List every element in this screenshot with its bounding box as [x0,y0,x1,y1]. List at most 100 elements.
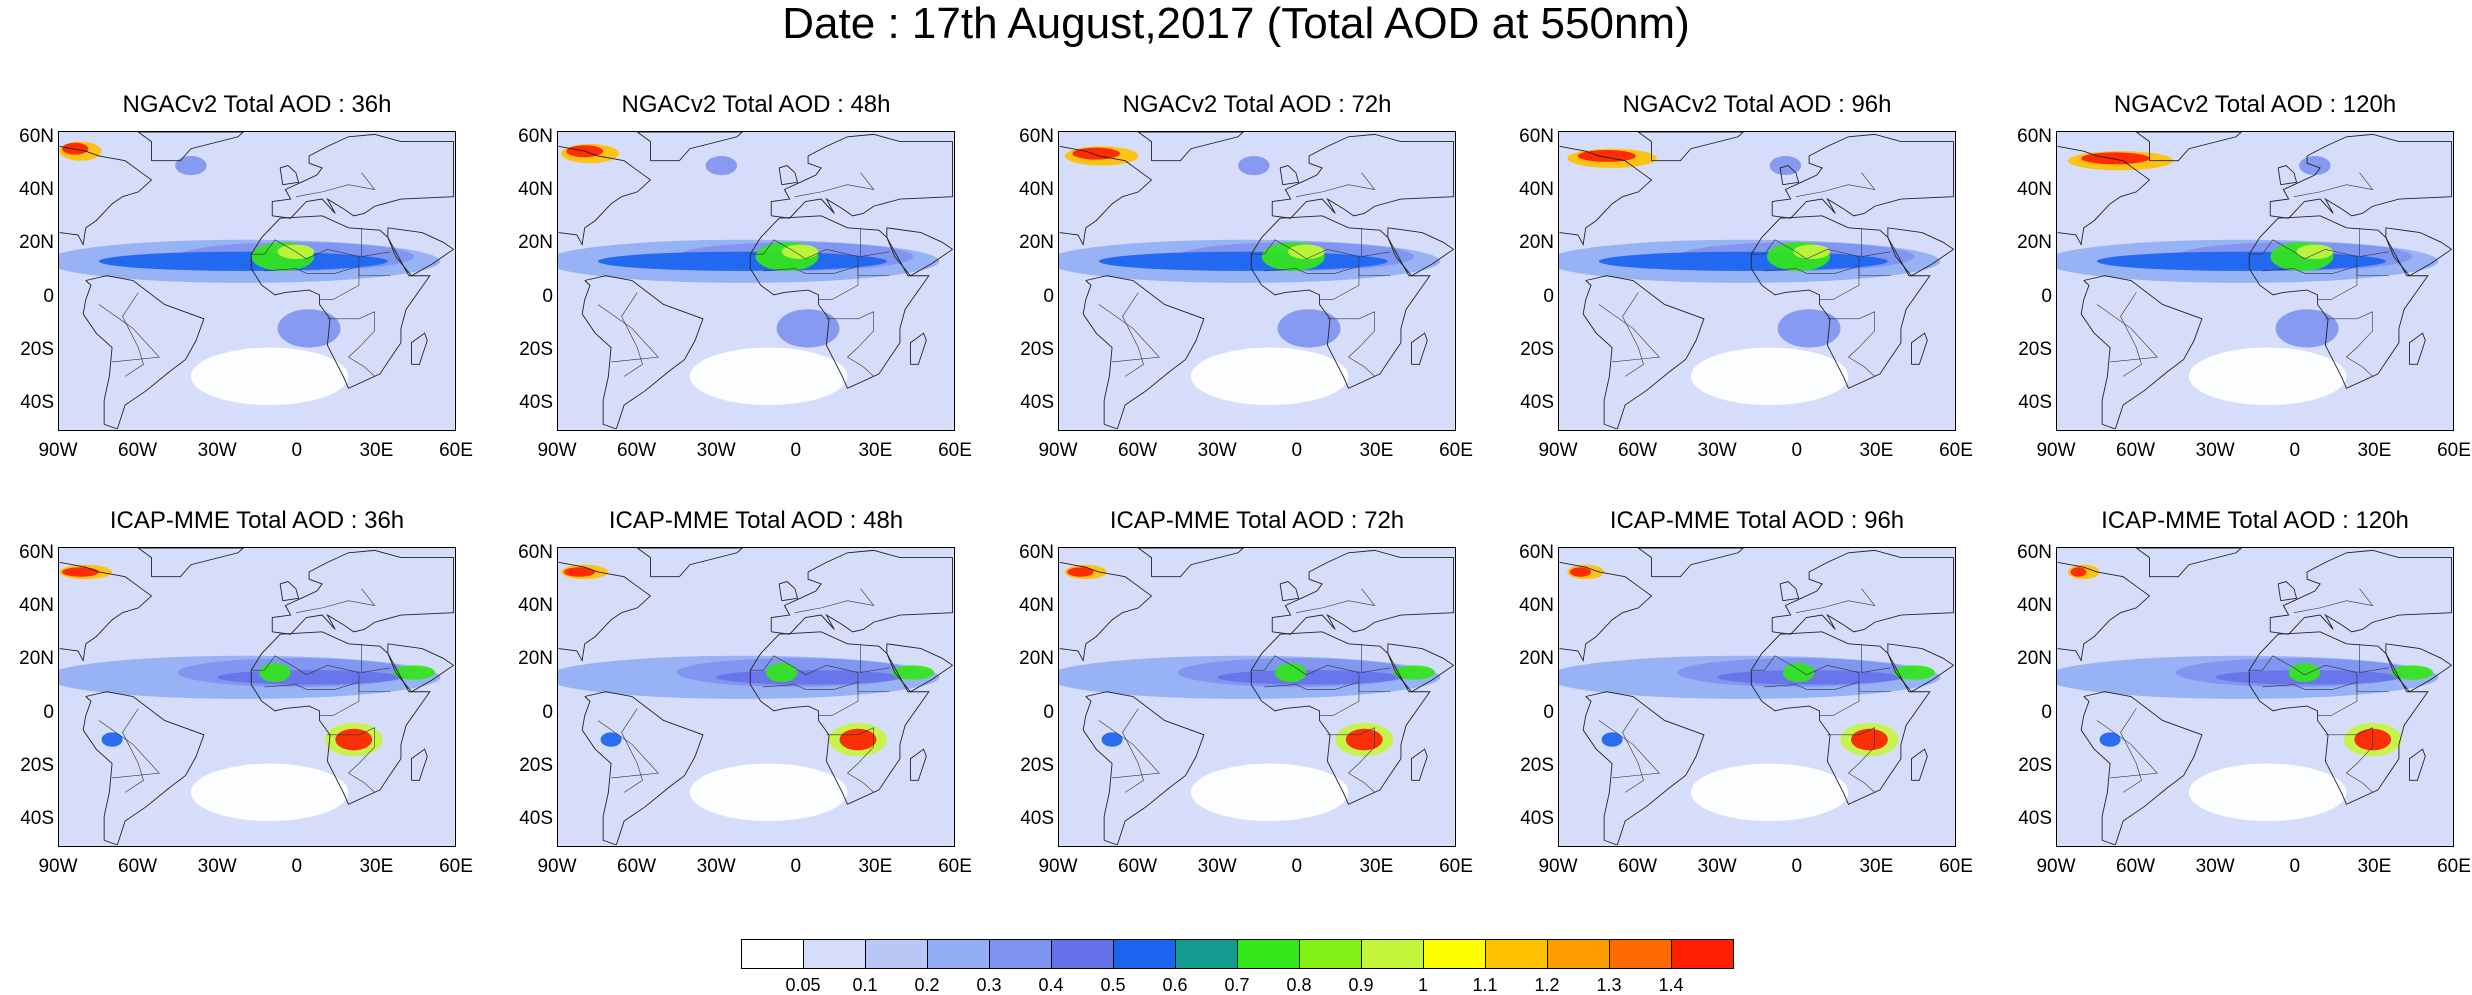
lat-tick-label: 20N [1019,648,1054,670]
lon-tick-label: 0 [2289,856,2301,877]
lon-tick-label: 60E [2437,856,2471,877]
lon-tick-label: 30E [359,440,394,461]
lon-tick-label: 0 [790,440,802,461]
lat-tick-label: 60N [2017,126,2052,147]
lat-tick-label: 0 [1543,285,1554,307]
lon-tick-label: 0 [291,856,303,877]
aod-map-ngacv2-120h [2056,131,2454,431]
panel-title: ICAP-MME Total AOD : 120h [2101,507,2409,534]
lon-tick-label: 30E [359,856,394,877]
lon-tick-label: 30E [858,856,893,877]
panel-title: NGACv2 Total AOD : 120h [2113,91,2397,118]
panel-title: NGACv2 Total AOD : 96h [1622,91,1892,118]
lat-tick-label: 20S [1020,338,1054,360]
colorbar-swatch [803,939,866,969]
lat-tick-label: 40S [20,808,54,829]
lat-tick-label: 40N [2017,595,2052,617]
lon-tick-label: 90W [2036,856,2076,877]
colorbar-tick-label: 1.4 [1658,975,1684,995]
lon-tick-label: 0 [1291,856,1303,877]
lat-tick-label: 60N [518,542,553,563]
lon-tick-label: 60E [2437,440,2471,461]
colorbar-tick-label: 0.2 [914,975,940,995]
aod-map-ngacv2-36h [58,131,456,431]
colorbar-swatch [1609,939,1672,969]
lat-tick-label: 0 [1543,701,1554,723]
lon-tick-label: 0 [1791,856,1803,877]
aod-map-icap-mme-36h [58,547,456,847]
colorbar [741,939,1734,969]
lon-tick-label: 60W [1118,440,1158,461]
aod-map-icap-mme-48h [557,547,955,847]
colorbar-swatch [989,939,1052,969]
lat-tick-label: 20N [1519,232,1554,254]
lat-tick-label: 60N [1019,542,1054,563]
colorbar-swatch [1237,939,1300,969]
lat-tick-label: 0 [542,701,553,723]
lat-tick-label: 40N [1019,595,1054,617]
lon-tick-label: 60W [118,856,158,877]
lon-tick-label: 30W [1197,856,1237,877]
colorbar-tick-label: 0.5 [1100,975,1126,995]
lon-tick-label: 90W [1038,440,1078,461]
lat-tick-label: 40S [1020,808,1054,829]
lat-tick-label: 20S [20,754,54,776]
lat-tick-label: 20S [1520,338,1554,360]
lat-tick-label: 20N [518,232,553,254]
lat-tick-label: 40N [1019,179,1054,201]
lon-tick-label: 60W [617,856,657,877]
lon-tick-label: 60W [1118,856,1158,877]
lon-tick-label: 60W [2116,856,2156,877]
lat-tick-label: 20N [1019,232,1054,254]
lat-tick-label: 20S [2018,338,2052,360]
panel-title: ICAP-MME Total AOD : 48h [608,507,904,534]
lat-tick-label: 20S [2018,754,2052,776]
lon-tick-label: 60E [1439,440,1473,461]
lat-tick-label: 60N [19,126,54,147]
lon-tick-label: 60E [938,440,972,461]
panel-title: ICAP-MME Total AOD : 96h [1609,507,1905,534]
lat-tick-label: 40N [1519,179,1554,201]
lon-tick-label: 0 [291,440,303,461]
lat-tick-label: 40S [2018,808,2052,829]
aod-map-icap-mme-72h [1058,547,1456,847]
lon-tick-label: 90W [537,856,577,877]
colorbar-swatch [927,939,990,969]
lon-tick-label: 60W [1618,440,1658,461]
lat-tick-label: 20N [19,648,54,670]
colorbar-tick-label: 1.1 [1472,975,1498,995]
lon-tick-label: 60E [439,440,473,461]
lat-tick-label: 40S [20,392,54,413]
colorbar-tick-label: 0.05 [785,975,821,995]
colorbar-tick-label: 0.9 [1348,975,1374,995]
lat-tick-label: 40N [518,595,553,617]
lat-tick-label: 60N [1519,542,1554,563]
colorbar-tick-label: 0.1 [852,975,878,995]
lat-tick-label: 0 [2041,285,2052,307]
lon-tick-label: 90W [1038,856,1078,877]
lon-tick-label: 30W [197,856,237,877]
colorbar-swatch [1547,939,1610,969]
colorbar-swatch [1175,939,1238,969]
lon-tick-label: 30W [1697,440,1737,461]
lat-tick-label: 60N [1019,126,1054,147]
lon-tick-label: 60E [439,856,473,877]
lat-tick-label: 40S [519,392,553,413]
lat-tick-label: 0 [2041,701,2052,723]
lat-tick-label: 20S [1020,754,1054,776]
colorbar-tick-label: 0.6 [1162,975,1188,995]
lon-tick-label: 30W [2195,440,2235,461]
lat-tick-label: 40N [19,595,54,617]
colorbar-swatch [1299,939,1362,969]
lon-tick-label: 30E [1859,856,1894,877]
lat-tick-label: 40N [518,179,553,201]
colorbar-swatch [741,939,804,969]
lon-tick-label: 30W [197,440,237,461]
colorbar-tick-label: 0.4 [1038,975,1064,995]
panel-title: ICAP-MME Total AOD : 72h [1109,507,1405,534]
lat-tick-label: 20N [2017,648,2052,670]
lon-tick-label: 60E [1439,856,1473,877]
lat-tick-label: 20N [2017,232,2052,254]
colorbar-tick-label: 1.3 [1596,975,1622,995]
lon-tick-label: 90W [1538,856,1578,877]
